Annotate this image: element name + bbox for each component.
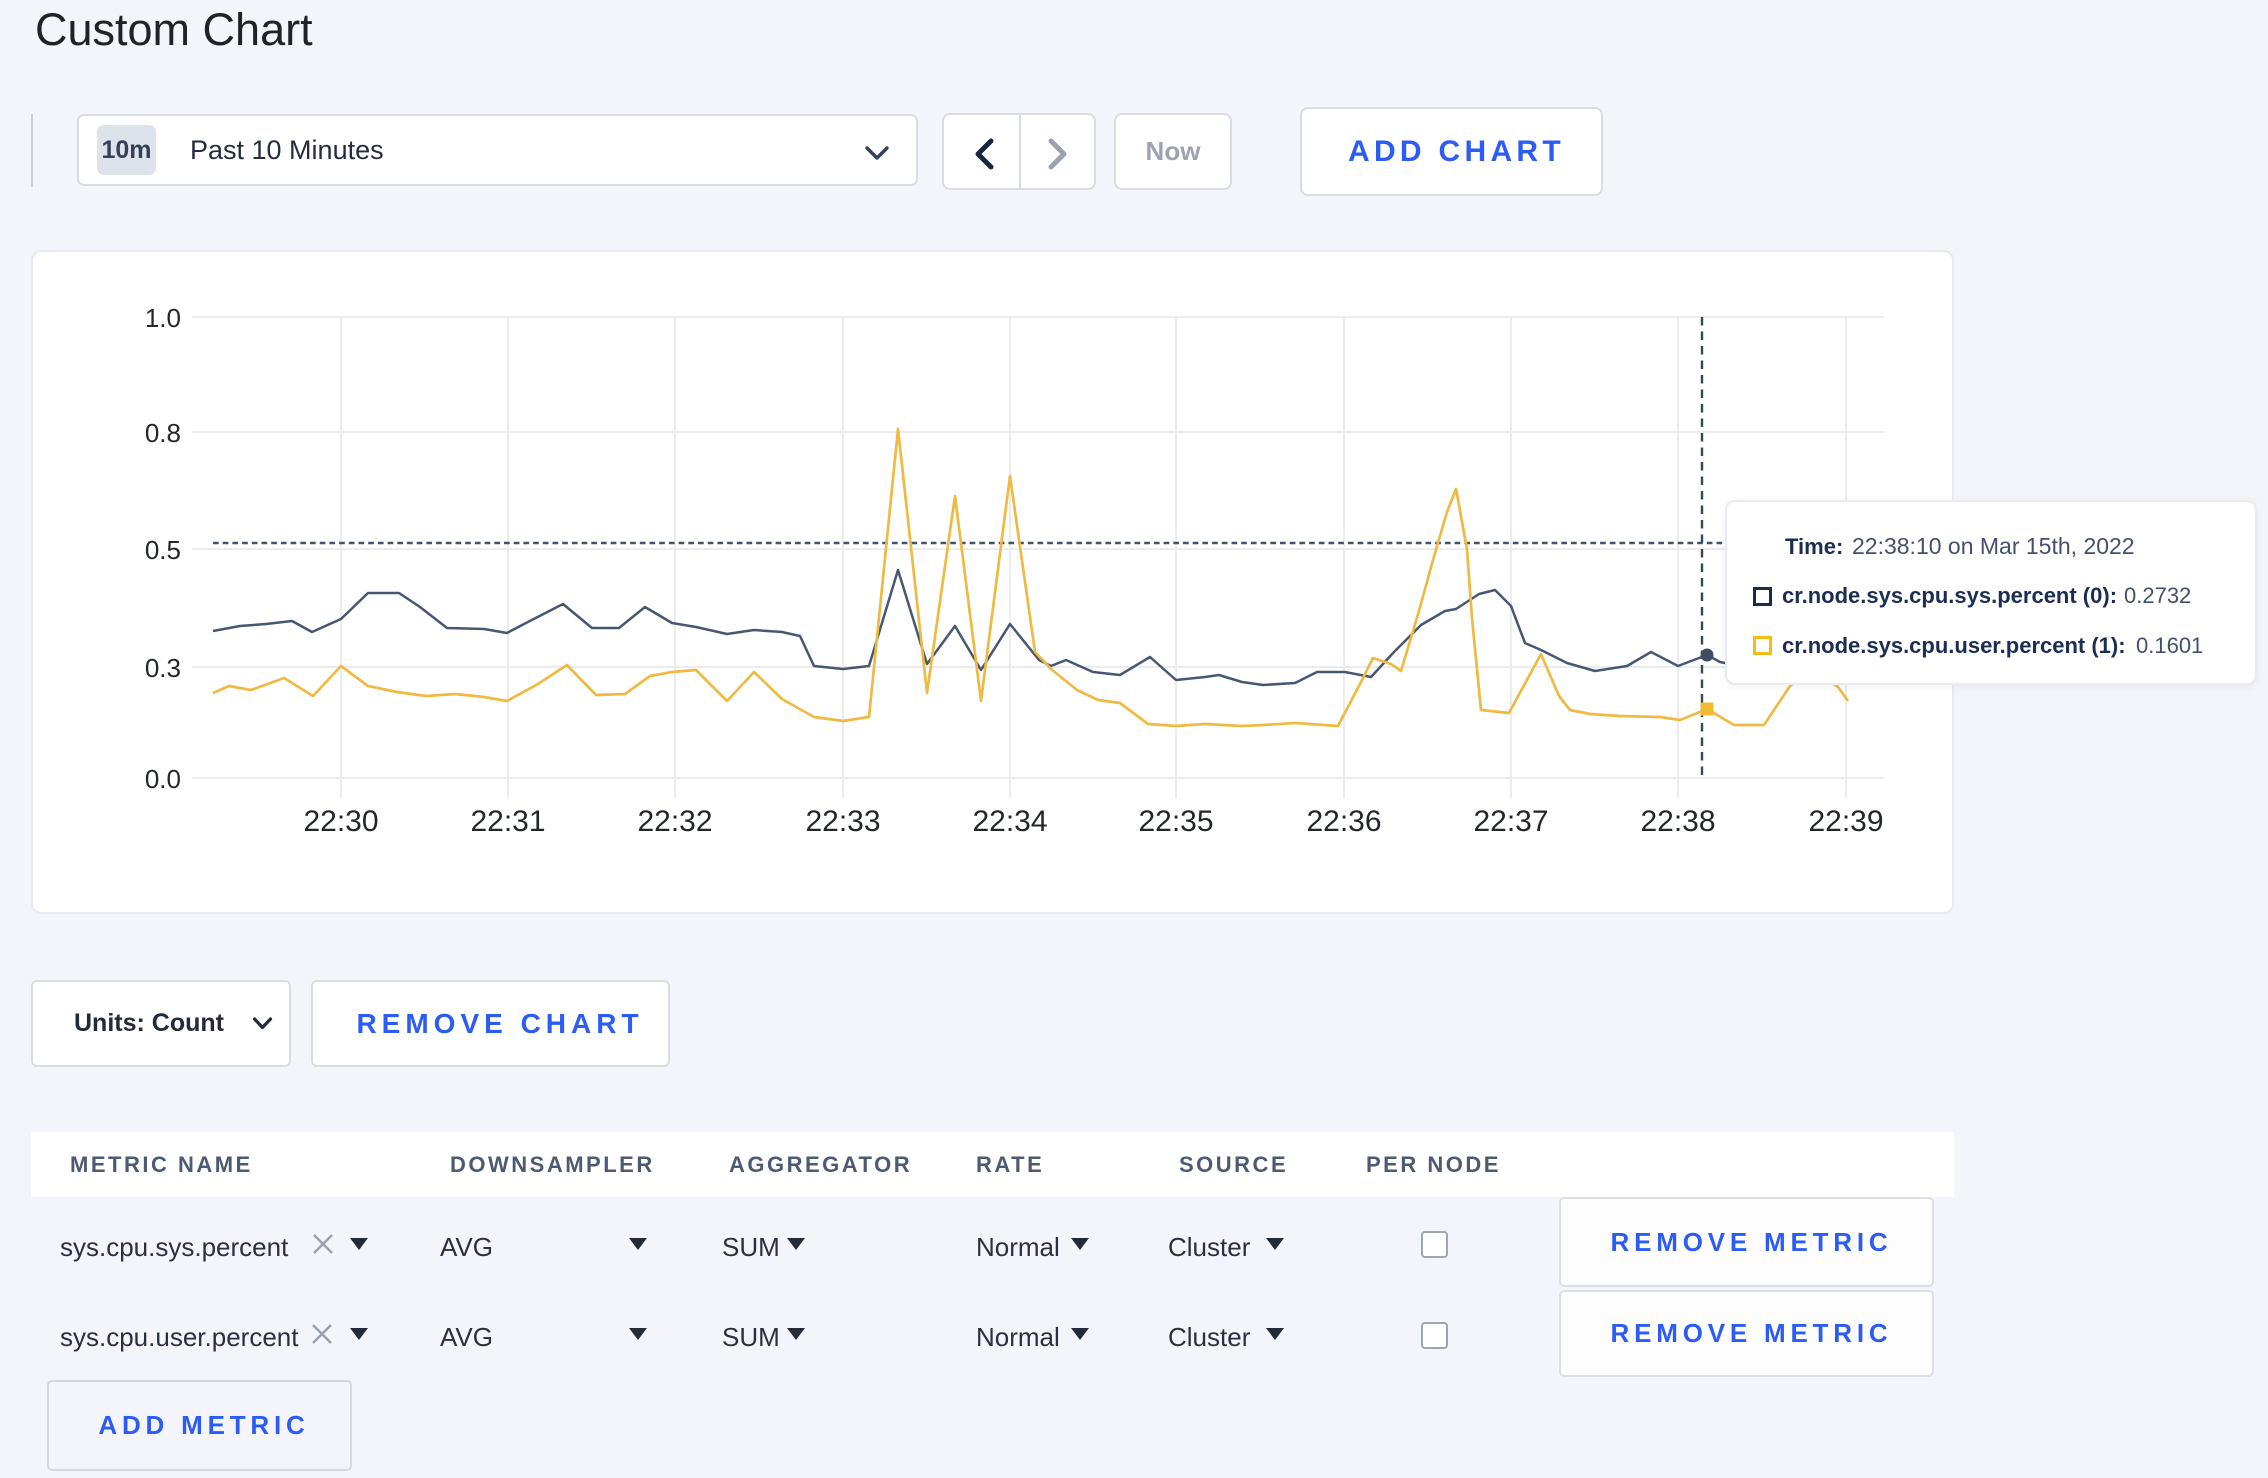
svg-text:1.0: 1.0 <box>145 303 181 333</box>
svg-text:0.8: 0.8 <box>145 418 181 448</box>
svg-text:22:39: 22:39 <box>1808 805 1883 838</box>
svg-text:22:34: 22:34 <box>972 805 1047 838</box>
svg-text:22:36: 22:36 <box>1306 805 1381 838</box>
svg-text:22:35: 22:35 <box>1138 805 1213 838</box>
svg-text:0.5: 0.5 <box>145 535 181 565</box>
svg-text:22:37: 22:37 <box>1473 805 1548 838</box>
svg-text:22:38: 22:38 <box>1640 805 1715 838</box>
svg-text:22:30: 22:30 <box>303 805 378 838</box>
svg-text:22:32: 22:32 <box>637 805 712 838</box>
svg-text:0.0: 0.0 <box>145 764 181 794</box>
svg-text:22:31: 22:31 <box>470 805 545 838</box>
svg-text:0.3: 0.3 <box>145 653 181 683</box>
svg-text:22:33: 22:33 <box>805 805 880 838</box>
